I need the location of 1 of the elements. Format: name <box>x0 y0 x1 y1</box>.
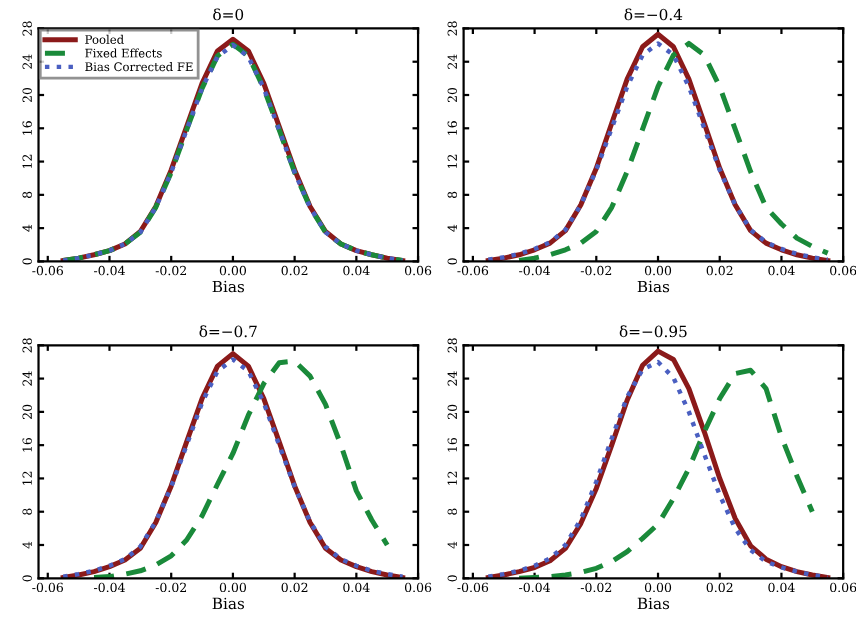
line-series <box>516 367 815 579</box>
